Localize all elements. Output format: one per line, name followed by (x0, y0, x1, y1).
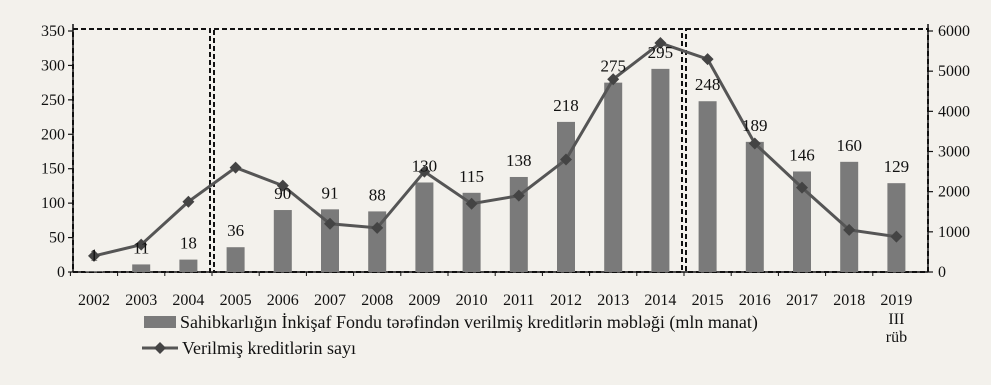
legend-bar-swatch (144, 316, 176, 328)
y-right-tick-label: 6000 (938, 23, 970, 40)
line-point-2013 (607, 73, 620, 86)
bar-2009 (415, 182, 434, 272)
y-left-tick-label: 350 (41, 23, 65, 40)
x-tick-label: 2008 (361, 292, 393, 309)
bar-data-label: 218 (553, 96, 579, 115)
bar-data-label: 115 (459, 167, 484, 186)
y-right-tick-label: 0 (938, 264, 946, 281)
bar-data-label: 88 (369, 185, 386, 204)
line-point-2018 (843, 223, 856, 236)
bar-2002 (85, 271, 103, 272)
x-tick-label: 2017 (786, 292, 818, 309)
bar-2004 (179, 259, 198, 272)
x-tick-label: 2019 (880, 292, 912, 309)
x-tick-label: 2015 (692, 292, 724, 309)
legend-line-label: Verilmiş kreditlərin sayı (182, 338, 356, 358)
bar-2003 (132, 264, 151, 272)
x-tick-sublabel: III (888, 311, 904, 328)
x-tick-label: 2003 (125, 292, 157, 309)
bar-data-label: 295 (648, 43, 674, 62)
bar-2006 (273, 210, 292, 272)
bar-data-label: 18 (180, 234, 197, 253)
bar-data-label: 129 (884, 157, 910, 176)
bar-2012 (557, 121, 575, 273)
y-right-tick-label: 2000 (938, 184, 970, 201)
y-right-tick-label: 4000 (938, 103, 970, 120)
bar-data-label: 189 (742, 116, 768, 135)
x-tick-label: 2005 (220, 292, 252, 309)
y-right-tick-label: 3000 (938, 144, 970, 161)
bar-data-label: 248 (695, 75, 721, 94)
line-point-2003 (135, 238, 148, 251)
bar-2011 (509, 176, 528, 272)
y-right-tick-label: 1000 (938, 224, 970, 241)
y-left-tick-label: 0 (57, 264, 65, 281)
line-point-2005 (229, 161, 242, 174)
legend-bar-label: Sahibkarlığın İnkişaf Fondu tərəfindən v… (180, 312, 758, 333)
line-point-2009 (418, 165, 431, 178)
bar-data-label: 130 (412, 156, 438, 175)
bar-2018 (840, 161, 859, 272)
bar-data-label: 146 (789, 145, 815, 164)
x-tick-label: 2006 (267, 292, 299, 309)
line-point-2016 (748, 137, 761, 150)
y-left-tick-label: 200 (41, 126, 65, 143)
bar-data-label: 36 (227, 221, 244, 240)
x-tick-label: 2007 (314, 292, 346, 309)
x-tick-label: 2011 (503, 292, 534, 309)
bar-data-label: 138 (506, 151, 532, 170)
x-tick-label: 2010 (456, 292, 488, 309)
bar-2013 (604, 82, 623, 273)
line-point-2012 (560, 153, 572, 166)
line-point-2007 (324, 217, 336, 230)
bar-data-label: 160 (836, 136, 862, 155)
legend-line-marker (154, 342, 166, 354)
y-left-tick-label: 100 (41, 195, 65, 212)
line-point-2004 (182, 195, 195, 208)
bar-2019 (887, 183, 906, 272)
x-tick-label: 2009 (408, 292, 440, 309)
x-tick-label: 2014 (644, 292, 676, 309)
x-tick-label: 2016 (739, 292, 771, 309)
x-tick-label: 2002 (78, 292, 110, 309)
line-series (88, 37, 903, 262)
bar-2016 (745, 141, 764, 272)
bar-2015 (698, 101, 717, 272)
axes: 0 50 100 150 200 250 300 350 0 1000 2000 3000 4000 50… (41, 23, 970, 346)
x-tick-sublabel: rüb (886, 329, 907, 346)
x-tick-label: 2004 (172, 292, 204, 309)
bar-2010 (462, 192, 481, 272)
x-tick-label: 2012 (550, 292, 582, 309)
line-point-2010 (465, 197, 478, 210)
bar-data-label: 275 (600, 57, 626, 76)
y-right-tick-label: 5000 (938, 63, 970, 80)
line-point-2014 (654, 37, 667, 50)
x-tick-label: 2018 (833, 292, 865, 309)
line-point-2008 (371, 221, 384, 234)
bar-2017 (793, 171, 811, 272)
legend: Sahibkarlığın İnkişaf Fondu tərəfindən v… (142, 312, 758, 358)
line-point-2015 (701, 53, 714, 66)
x-tick-label: 2013 (597, 292, 629, 309)
bar-data-label: 1 (90, 245, 99, 264)
line-series-path (93, 41, 897, 258)
bar-data-label: 11 (133, 238, 149, 257)
line-point-2017 (796, 181, 808, 194)
bar-2014 (651, 68, 670, 272)
y-left-tick-label: 50 (49, 230, 65, 247)
y-left-tick-label: 250 (41, 92, 65, 109)
line-point-2002 (88, 249, 100, 262)
y-left-tick-label: 300 (41, 57, 65, 74)
bar-data-label: 90 (274, 184, 291, 203)
bar-data-label: 91 (322, 183, 339, 202)
line-point-2019 (890, 230, 903, 243)
bar-2005 (226, 247, 245, 272)
y-left-tick-label: 150 (41, 161, 65, 178)
line-point-2011 (512, 189, 525, 202)
line-point-2006 (276, 179, 289, 192)
